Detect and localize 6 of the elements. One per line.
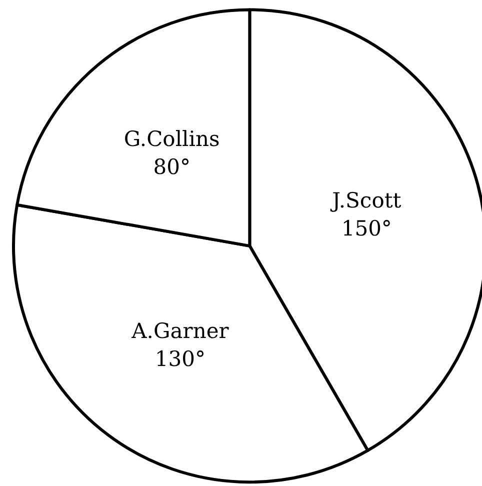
data-label: 80° xyxy=(153,155,190,180)
slice-label: J.Scott xyxy=(330,188,402,213)
slice-label: A.Garner xyxy=(130,319,230,344)
data-label: 130° xyxy=(154,347,206,372)
data-label: 150° xyxy=(341,216,392,241)
slice-label: G.Collins xyxy=(124,127,220,152)
